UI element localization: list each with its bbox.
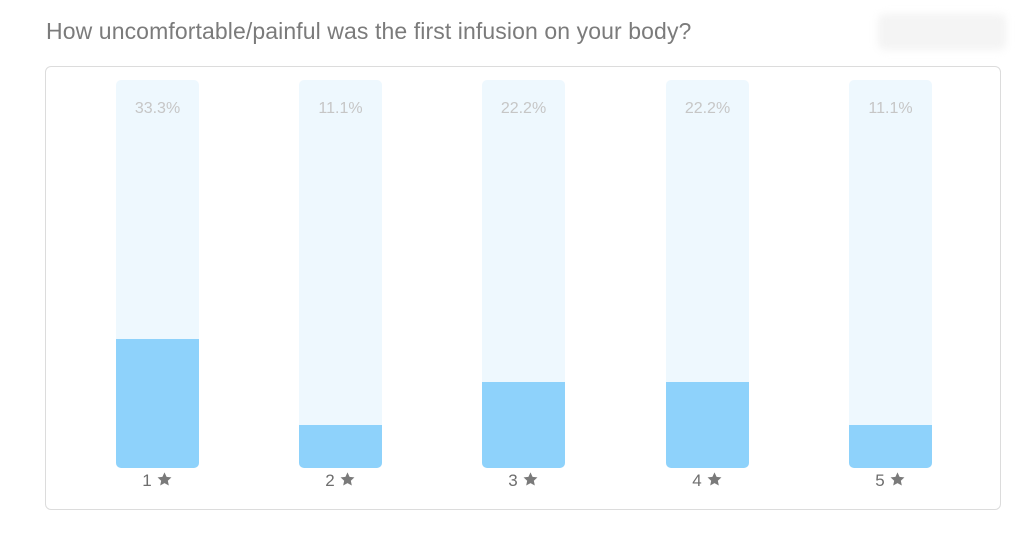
bar-track: 22.2%: [482, 80, 565, 468]
star-icon: [707, 472, 722, 486]
category-label-number: 3: [508, 470, 518, 490]
bar-track: 33.3%: [116, 80, 199, 468]
star-icon: [523, 472, 538, 486]
bar: [116, 338, 199, 468]
bar-value-label: 11.1%: [868, 100, 913, 117]
bar-track: 11.1%: [849, 80, 932, 468]
star-icon: [340, 472, 355, 486]
bar-track: 22.2%: [666, 80, 749, 468]
category-label: 2: [299, 470, 382, 491]
category-label-number: 2: [325, 470, 335, 490]
bar: [482, 381, 565, 468]
category-label-number: 1: [142, 470, 152, 490]
category-label-number: 4: [692, 470, 702, 490]
bar-value-label: 22.2%: [684, 100, 731, 117]
blurred-region: [878, 14, 1006, 50]
category-label: 1: [116, 470, 199, 491]
bar: [666, 381, 749, 468]
bar-track: 11.1%: [299, 80, 382, 468]
question-title: How uncomfortable/painful was the first …: [46, 18, 692, 44]
star-icon: [890, 472, 905, 486]
bar-value-label: 11.1%: [318, 100, 363, 117]
category-label: 3: [482, 470, 565, 491]
bar-value-label: 22.2%: [500, 100, 547, 117]
bar: [299, 424, 382, 468]
category-label-number: 5: [875, 470, 885, 490]
category-label: 4: [666, 470, 749, 491]
star-icon: [157, 472, 172, 486]
category-label: 5: [849, 470, 932, 491]
bar-value-label: 33.3%: [134, 100, 181, 117]
bar: [849, 424, 932, 468]
